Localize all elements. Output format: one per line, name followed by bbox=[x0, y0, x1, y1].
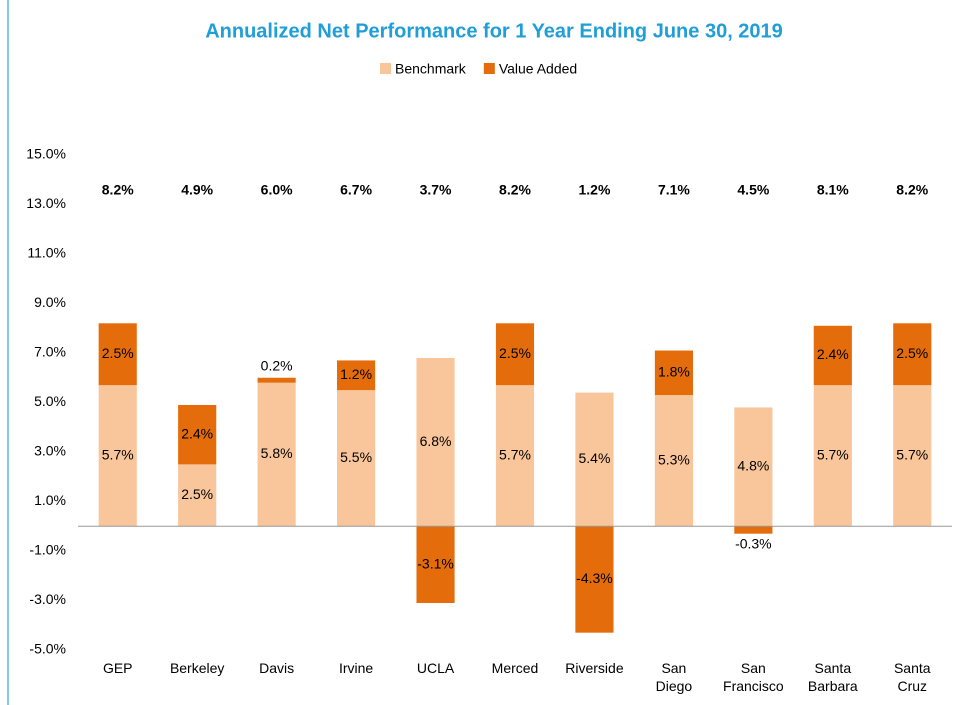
bar-segment bbox=[98, 385, 137, 527]
x-tick-label: Irvine bbox=[339, 660, 373, 676]
y-tick-label: 15.0% bbox=[26, 146, 66, 162]
bar-segment bbox=[495, 385, 535, 527]
x-tick-label-line: Francisco bbox=[723, 678, 784, 694]
bar-segment bbox=[893, 385, 932, 527]
bar-value-label: 2.5% bbox=[499, 345, 531, 361]
bar-value-label: 5.3% bbox=[658, 451, 690, 467]
x-tick-label-line: Berkeley bbox=[170, 660, 224, 676]
bar-value-label: 0.2% bbox=[261, 357, 293, 373]
y-tick-label: 9.0% bbox=[34, 294, 66, 310]
bar-value-label: 5.7% bbox=[499, 446, 531, 462]
bar-value-label: 2.5% bbox=[102, 345, 134, 361]
x-tick-label-line: San bbox=[741, 660, 766, 676]
y-tick-label: -5.0% bbox=[29, 641, 66, 657]
total-label: 6.7% bbox=[340, 182, 372, 198]
x-tick-label: Riverside bbox=[565, 660, 624, 676]
bar-value-label: 5.7% bbox=[896, 446, 928, 462]
x-tick-label: UCLA bbox=[417, 660, 455, 676]
total-label: 7.1% bbox=[658, 182, 690, 198]
x-tick-label: Santa Cruz bbox=[894, 660, 931, 694]
bar-value-label: -0.3% bbox=[735, 535, 772, 551]
bar-value-label: 2.5% bbox=[181, 486, 213, 502]
y-tick-label: -3.0% bbox=[29, 591, 66, 607]
legend-label: Value Added bbox=[499, 61, 577, 77]
bar-value-label: 5.5% bbox=[340, 449, 372, 465]
bar-segment bbox=[178, 464, 217, 527]
x-tick-label-line: GEP bbox=[103, 660, 133, 676]
x-tick-label: Merced bbox=[492, 660, 539, 676]
x-tick-label-line: Davis bbox=[259, 660, 294, 676]
bar-segment bbox=[734, 407, 773, 527]
x-tick-label-line: UCLA bbox=[417, 660, 455, 676]
bar-segment bbox=[178, 404, 217, 465]
x-tick-label: San Francisco bbox=[723, 660, 784, 694]
x-tick-label: San Diego bbox=[656, 660, 693, 694]
bar-segment bbox=[257, 382, 296, 527]
bar-value-label: 5.4% bbox=[578, 450, 610, 466]
bar-segment bbox=[813, 325, 852, 386]
total-label: 6.0% bbox=[261, 182, 293, 198]
bar-value-label: -4.3% bbox=[576, 570, 613, 586]
total-label: 4.5% bbox=[737, 182, 769, 198]
bar-segment bbox=[654, 395, 693, 527]
bar-segment bbox=[575, 392, 614, 527]
bar-segment bbox=[813, 385, 852, 527]
total-label: 3.7% bbox=[420, 182, 452, 198]
legend-label: Benchmark bbox=[395, 61, 467, 77]
bar-value-label: -3.1% bbox=[417, 555, 454, 571]
bar-segment bbox=[495, 323, 535, 386]
total-label: 8.2% bbox=[896, 182, 928, 198]
bar-segment bbox=[98, 323, 137, 386]
bar-segment bbox=[337, 360, 376, 391]
x-tick-label-line: Santa bbox=[894, 660, 931, 676]
x-tick-label-line: Cruz bbox=[897, 678, 927, 694]
legend-swatch bbox=[380, 63, 391, 74]
bar-value-label: 2.4% bbox=[817, 346, 849, 362]
bar-segment bbox=[416, 526, 455, 603]
total-label: 1.2% bbox=[578, 182, 610, 198]
x-tick-label-line: Irvine bbox=[339, 660, 373, 676]
x-tick-label-line: Merced bbox=[492, 660, 539, 676]
x-tick-label: Santa Barbara bbox=[808, 660, 858, 694]
bar-value-label: 4.8% bbox=[737, 458, 769, 474]
x-tick-label-line: Diego bbox=[656, 678, 693, 694]
total-label: 4.9% bbox=[181, 182, 213, 198]
x-tick-label: Berkeley bbox=[170, 660, 224, 676]
bar-value-label: 5.7% bbox=[817, 446, 849, 462]
chart-title: Annualized Net Performance for 1 Year En… bbox=[205, 20, 783, 42]
total-label: 8.2% bbox=[102, 182, 134, 198]
total-label: 8.2% bbox=[499, 182, 531, 198]
bar-value-label: 1.2% bbox=[340, 366, 372, 382]
bar-value-label: 5.7% bbox=[102, 446, 134, 462]
x-tick-label-line: Barbara bbox=[808, 678, 858, 694]
x-tick-label-line: Riverside bbox=[565, 660, 624, 676]
x-tick-label-line: Santa bbox=[815, 660, 852, 676]
bar-segment bbox=[734, 526, 773, 534]
bar-segment bbox=[337, 390, 376, 527]
y-tick-label: 7.0% bbox=[34, 344, 66, 360]
y-tick-label: 5.0% bbox=[34, 393, 66, 409]
bar-value-label: 1.8% bbox=[658, 364, 690, 380]
y-tick-label: 3.0% bbox=[34, 443, 66, 459]
bar-value-label: 2.4% bbox=[181, 425, 213, 441]
y-tick-label: 1.0% bbox=[34, 492, 66, 508]
legend-swatch bbox=[483, 63, 495, 74]
y-tick-label: -1.0% bbox=[29, 542, 66, 558]
x-tick-label: Davis bbox=[259, 660, 294, 676]
y-tick-label: 13.0% bbox=[26, 195, 66, 211]
bar-segment bbox=[893, 323, 932, 386]
x-tick-label-line: San bbox=[661, 660, 686, 676]
y-tick-label: 11.0% bbox=[27, 245, 66, 261]
x-tick-label: GEP bbox=[103, 660, 133, 676]
bar-segment bbox=[575, 526, 614, 633]
bar-value-label: 6.8% bbox=[420, 433, 452, 449]
bar-segment bbox=[416, 357, 455, 527]
bar-segment bbox=[654, 350, 693, 396]
total-label: 8.1% bbox=[817, 182, 849, 198]
bar-segment bbox=[257, 377, 296, 383]
bar-value-label: 2.5% bbox=[896, 345, 928, 361]
bar-value-label: 5.8% bbox=[261, 445, 293, 461]
